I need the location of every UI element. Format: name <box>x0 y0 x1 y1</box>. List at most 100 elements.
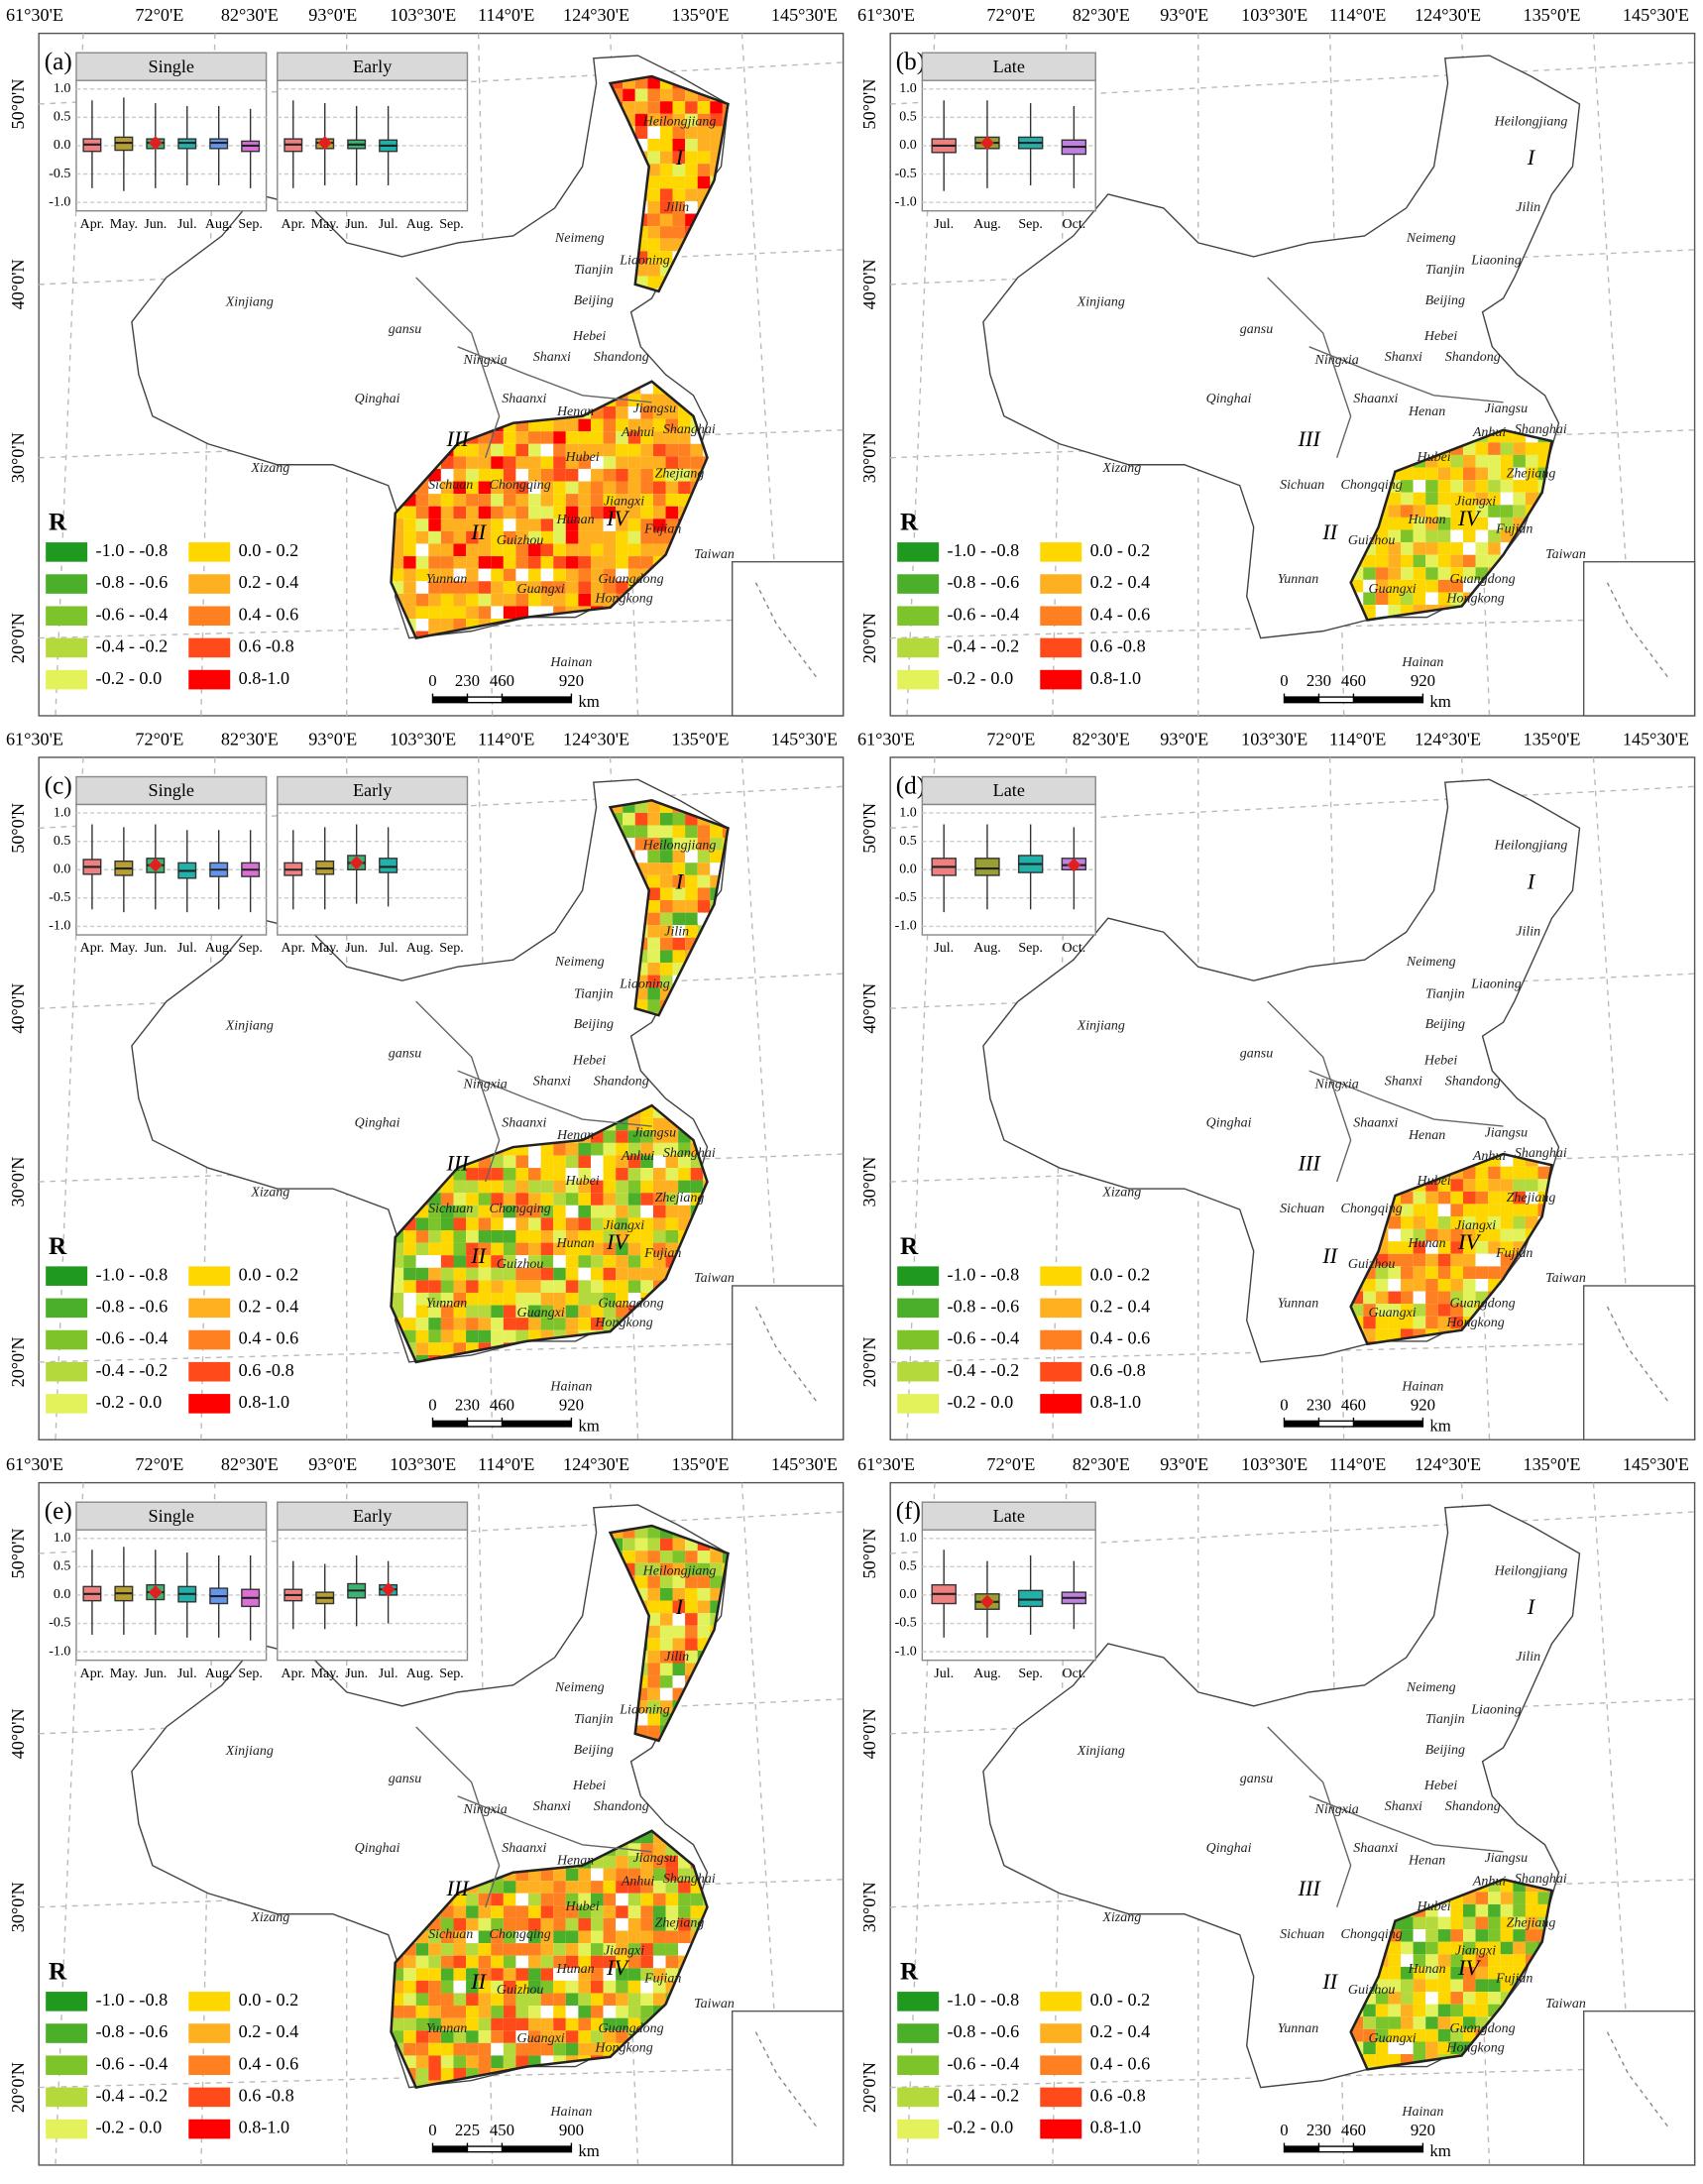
data-cell <box>678 619 691 632</box>
data-cell <box>659 1625 673 1639</box>
data-cell <box>1488 542 1501 555</box>
data-cell <box>1450 1266 1463 1279</box>
data-cell <box>710 213 723 227</box>
data-cell <box>640 1855 653 1869</box>
data-cell <box>553 581 566 594</box>
data-cell <box>1550 2041 1552 2055</box>
data-cell <box>428 506 441 519</box>
legend-label: -0.4 - -0.2 <box>96 2086 169 2106</box>
legend-label: 0.4 - 0.6 <box>1090 1328 1151 1348</box>
data-cell <box>685 1650 698 1664</box>
data-cell <box>1488 2066 1501 2070</box>
data-cell <box>491 1980 504 1994</box>
data-cell <box>415 2042 429 2056</box>
data-cell <box>678 1329 691 1343</box>
data-cell <box>540 1318 554 1330</box>
data-cell <box>478 1168 492 1181</box>
data-cell <box>640 556 653 569</box>
data-cell <box>722 950 729 963</box>
data-cell <box>590 1168 604 1181</box>
data-cell <box>1388 1266 1402 1279</box>
data-cell <box>672 126 686 139</box>
data-cell <box>665 593 679 607</box>
data-cell <box>678 1930 691 1944</box>
province-label: Hongkong <box>594 2041 652 2056</box>
province-label: Zhejiang <box>1507 1916 1556 1931</box>
legend-label: 0.2 - 0.4 <box>1090 572 1151 592</box>
data-cell <box>697 288 711 291</box>
data-cell <box>659 825 673 839</box>
legend-label: 0.8-1.0 <box>239 1392 289 1412</box>
data-cell <box>623 101 635 114</box>
data-cell <box>1388 1291 1402 1305</box>
data-cell <box>1513 1179 1526 1192</box>
province-border <box>457 346 652 403</box>
data-cell <box>578 494 591 507</box>
data-cell <box>710 76 723 89</box>
province-label: Shandong <box>1445 1799 1501 1814</box>
region-border <box>608 1524 730 1743</box>
data-cell <box>647 975 660 988</box>
data-cell <box>540 2006 554 2018</box>
data-cell <box>1450 2028 1463 2042</box>
data-cell <box>515 1292 529 1306</box>
data-cell <box>403 1980 416 1994</box>
data-cell <box>403 1230 416 1243</box>
data-cell <box>1462 492 1476 506</box>
data-cell <box>590 468 604 482</box>
province-label: Shanghai <box>1515 1872 1567 1887</box>
province-label: Anhui <box>621 1149 655 1164</box>
data-cell <box>647 838 660 851</box>
data-cell <box>627 494 641 507</box>
data-cell <box>1401 1266 1414 1279</box>
data-cell <box>428 556 441 569</box>
data-cell <box>722 812 729 826</box>
legend-swatch <box>1040 637 1082 658</box>
data-cell <box>1413 492 1426 506</box>
map-frame <box>38 1481 845 2166</box>
data-cell <box>553 1142 566 1156</box>
data-cell <box>540 1168 554 1181</box>
data-cell <box>1363 1328 1376 1341</box>
data-cell <box>1450 2041 1463 2055</box>
data-cell <box>603 1193 617 1206</box>
data-cell <box>503 1329 516 1343</box>
data-cell <box>1425 1954 1438 1967</box>
data-cell <box>403 1292 416 1306</box>
data-cell <box>491 1180 504 1194</box>
data-cell <box>640 1329 653 1343</box>
province-label: Taiwan <box>694 1271 735 1286</box>
data-cell <box>703 1329 708 1343</box>
data-cell <box>440 1280 454 1293</box>
legend-label: -0.6 - -0.4 <box>948 1328 1020 1348</box>
data-cell <box>415 2080 429 2088</box>
province-label: Henan <box>556 1128 594 1143</box>
longitude-label: 124°30'E <box>1415 1454 1481 1474</box>
data-cell <box>710 200 723 214</box>
data-cell <box>466 1930 479 1944</box>
data-cell <box>528 1193 541 1206</box>
data-cell <box>553 1930 566 1944</box>
data-cell <box>627 431 641 444</box>
data-cell <box>685 1625 698 1639</box>
data-cell <box>678 1292 691 1306</box>
province-label: Shaanxi <box>1353 1841 1398 1856</box>
data-cell <box>1450 1216 1463 1229</box>
data-cell <box>1375 579 1389 593</box>
latitude-label: 30°0'N <box>8 432 28 483</box>
province-label: Shanxi <box>533 350 571 365</box>
data-cell <box>627 1205 641 1218</box>
data-cell <box>491 1905 504 1918</box>
latitude-label: 30°0'N <box>859 1882 879 1932</box>
data-cell <box>697 1675 711 1688</box>
data-cell <box>652 606 666 620</box>
region-label: IV <box>606 1229 629 1254</box>
data-cell <box>478 2080 492 2088</box>
data-cell <box>540 2042 554 2056</box>
data-cell <box>478 518 492 531</box>
inset-x-tick-label: Jul. <box>177 217 197 232</box>
data-cell <box>478 1980 492 1994</box>
data-cell <box>503 556 516 569</box>
data-cell <box>647 1587 660 1601</box>
data-cell <box>1413 1228 1426 1242</box>
